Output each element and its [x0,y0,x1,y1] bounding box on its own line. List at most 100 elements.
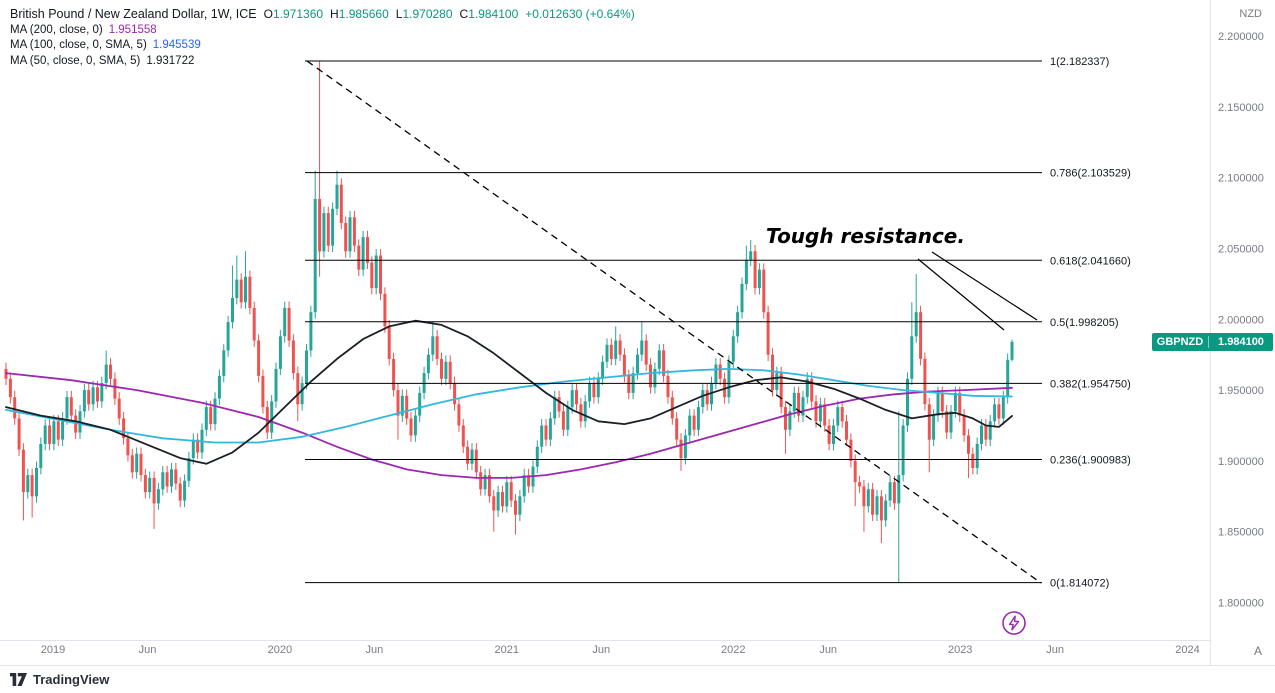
candle-body [888,482,892,501]
candle-body [757,269,761,289]
candle-body [178,483,182,501]
legend-ma100-row[interactable]: MA (100, close, 0, SMA, 5) 1.945539 [10,38,635,54]
candle-body [823,404,827,426]
candle-body [413,415,417,436]
candle-body [261,375,265,408]
candle-body [627,375,631,393]
candle-body [832,425,835,444]
candle-body [109,364,112,379]
candle-body [609,344,613,359]
candle-body [235,279,239,298]
candle-body [91,387,95,405]
time-tick-label: Jun [592,644,610,656]
candle-body [906,378,909,426]
time-tick-label: 2022 [721,644,745,656]
candle-body [762,269,766,313]
dashed-trendline [306,60,1042,584]
tough-resistance-annotation[interactable]: Tough resistance. [766,224,965,248]
candle-body [766,312,770,355]
change-value: +0.012630 (+0.64%) [525,7,635,21]
candle-body [892,482,896,504]
tradingview-logo[interactable]: TradingView [10,672,109,687]
candle-body [352,217,356,246]
candle-body [165,472,169,487]
price-tick-label: 1.850000 [1218,527,1264,539]
candle-body [575,390,578,405]
candle-body [583,401,587,422]
candle-body [592,383,596,398]
candle-body [139,453,143,475]
candle-body [231,298,234,323]
candle-body [1006,359,1010,398]
candle-body [370,262,374,289]
candle-body [518,496,522,515]
candle-body [191,439,195,459]
candle-body [975,443,979,468]
resistance-pointer-line [917,258,1005,331]
price-tick-label: 1.950000 [1218,385,1264,397]
candle-body [683,435,687,459]
candle-body [596,378,600,398]
candle-body [470,449,474,464]
candle-body [561,411,565,430]
candle-body [126,438,130,456]
candle-body [557,397,561,412]
candle-body [405,395,409,419]
candle-body [814,401,818,422]
candle-body [679,439,683,459]
candle-body [818,404,822,422]
candle-body [871,489,875,515]
candle-body [849,439,853,461]
candle-body [52,421,56,444]
candle-body [984,425,988,440]
candle-body [300,383,304,405]
legend: British Pound / New Zealand Dollar, 1W, … [10,7,635,69]
candle-body [374,255,378,289]
candle-body [522,475,526,497]
ma200-value: 1.951558 [108,23,157,36]
candle-body [753,251,757,289]
candle-body [749,251,753,260]
candle-body [792,392,796,412]
time-tick-label: Jun [819,644,837,656]
candle-body [226,322,230,351]
candle-body [209,407,213,425]
boost-lightning-icon[interactable] [1001,610,1027,636]
candle-body [274,368,278,402]
candle-body [187,458,191,481]
fib-level-label: 0.382(1.954750) [1050,378,1131,390]
ma-line [5,319,1013,465]
candle-body [61,418,65,440]
candle-body [65,397,69,419]
candle-body [967,435,970,454]
candle-body [640,340,644,355]
time-tick-label: 2019 [41,644,65,656]
candle-body [910,336,914,379]
candle-body [936,392,940,416]
candle-body [296,373,300,405]
candle-body [927,404,931,440]
legend-ma50-row[interactable]: MA (50, close, 0, SMA, 5) 1.931722 [10,54,635,70]
candle-body [291,340,295,374]
candle-body [379,255,382,294]
candle-body [96,387,99,402]
candle-body [953,392,957,412]
legend-ma200-row[interactable]: MA (200, close, 0) 1.951558 [10,23,635,39]
candle-body [705,390,709,405]
legend-symbol-row[interactable]: British Pound / New Zealand Dollar, 1W, … [10,7,635,23]
axis-auto-button[interactable]: A [1253,644,1262,658]
candle-body [183,480,187,501]
candle-body [897,475,901,504]
candle-body [17,418,21,450]
candle-body [87,390,91,405]
badge-price: 1.984100 [1218,336,1264,348]
resistance-pointer-line [931,251,1038,321]
candle-body [13,397,17,419]
symbol-title[interactable]: British Pound / New Zealand Dollar, 1W, … [10,7,257,21]
price-tick-label: 2.150000 [1218,102,1264,114]
candle-body [239,279,243,303]
candle-body [82,390,86,412]
candle-body [35,468,38,497]
